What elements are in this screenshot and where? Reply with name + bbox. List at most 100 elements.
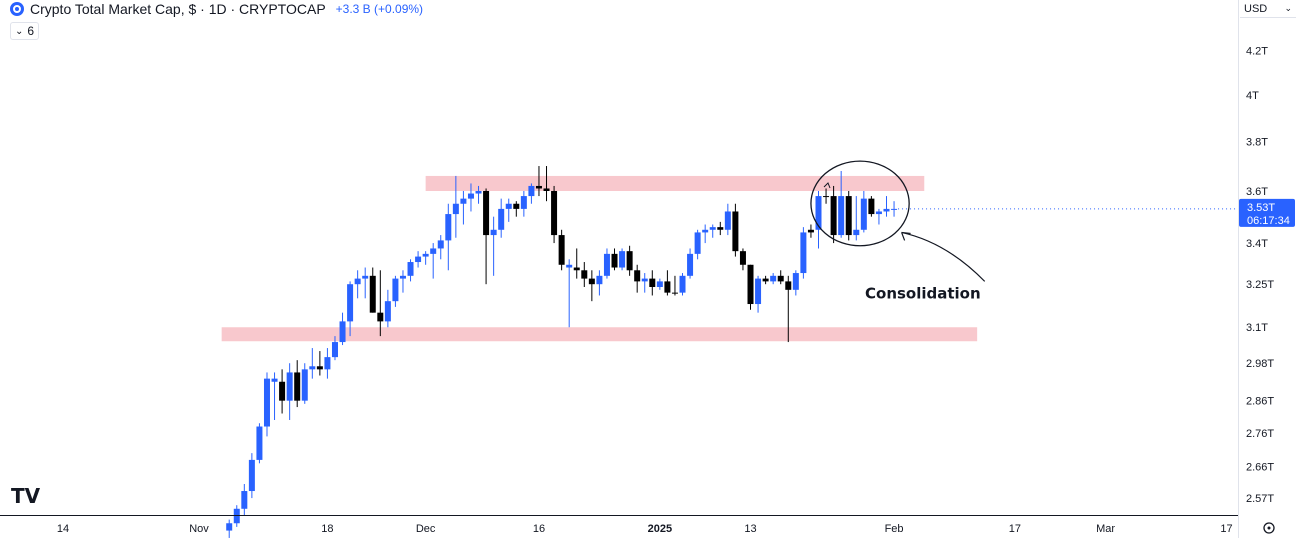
candle-body[interactable] [732,211,739,252]
candle-body[interactable] [331,342,338,358]
candle-body[interactable] [324,357,331,370]
candle-body[interactable] [354,278,361,285]
candle-body[interactable] [551,191,558,236]
candle-body[interactable] [875,211,882,215]
candle-body[interactable] [611,253,618,268]
candle-body[interactable] [490,229,497,236]
candle-body[interactable] [596,275,603,285]
currency-selector[interactable]: USD ⌄ [1240,0,1296,18]
candle-body[interactable] [785,281,792,290]
candle-body[interactable] [483,191,490,236]
candle-body[interactable] [588,278,595,285]
candle-body[interactable] [664,281,671,293]
candle-body[interactable] [535,185,542,189]
candle-body[interactable] [301,369,308,401]
candle-body[interactable] [445,214,452,241]
candle-body[interactable] [392,278,399,302]
candle-body[interactable] [520,196,527,209]
candle-body[interactable] [755,278,762,305]
candle-body[interactable] [853,229,860,236]
candle-body[interactable] [702,229,709,233]
candle-body[interactable] [770,275,777,282]
candle-body[interactable] [800,232,807,274]
indicators-toggle-button[interactable]: ⌄ 6 [10,22,40,40]
candle-body[interactable] [694,232,701,254]
candle-body[interactable] [823,196,830,198]
cryptocap-logo-icon [10,2,24,16]
candle-body[interactable] [384,301,391,322]
candle-body[interactable] [316,366,323,370]
candle-body[interactable] [256,426,263,460]
candle-body[interactable] [475,191,482,194]
candle-body[interactable] [845,196,852,236]
candle-body[interactable] [226,523,233,531]
candle-body[interactable] [891,208,898,210]
candle-body[interactable] [407,262,414,276]
candle-body[interactable] [739,251,746,265]
candle-body[interactable] [248,459,255,492]
candle-body[interactable] [233,508,240,524]
candle-body[interactable] [717,227,724,230]
candle-body[interactable] [369,275,376,313]
candle-body[interactable] [399,275,406,279]
candle-body[interactable] [309,366,316,370]
candle-body[interactable] [860,198,867,230]
candle-body[interactable] [543,188,550,191]
candle-body[interactable] [362,275,369,279]
candle-body[interactable] [724,211,731,230]
candle-body[interactable] [649,278,656,287]
candle-body[interactable] [603,253,610,276]
candle-body[interactable] [415,256,422,263]
candle-body[interactable] [626,251,633,271]
symbol-title[interactable]: Crypto Total Market Cap, $ · 1D · CRYPTO… [30,1,326,17]
annotation-arrow[interactable] [901,231,986,282]
candle-body[interactable] [558,235,565,265]
candle-body[interactable] [830,196,837,236]
candle-body[interactable] [573,267,580,271]
candle-body[interactable] [513,203,520,209]
candle-body[interactable] [807,229,814,233]
settings-gear-icon[interactable] [1263,522,1275,534]
candle-body[interactable] [619,251,626,268]
candle-body[interactable] [241,491,248,509]
candle-body[interactable] [762,278,769,282]
candle-body[interactable] [634,270,641,282]
candle-body[interactable] [641,278,648,282]
candle-body[interactable] [747,264,754,305]
candle-body[interactable] [498,208,505,230]
candle-body[interactable] [339,321,346,343]
time-tick-label: 13 [744,523,756,535]
candle-body[interactable] [377,312,384,322]
candle-body[interactable] [687,253,694,276]
candle-body[interactable] [263,378,270,427]
consolidation-ellipse[interactable] [810,160,910,247]
candle-body[interactable] [347,284,354,322]
candle-body[interactable] [279,381,286,401]
candle-body[interactable] [777,275,784,282]
candle-body[interactable] [868,198,875,215]
candle-body[interactable] [286,372,293,401]
candle-body[interactable] [656,281,663,287]
candle-body[interactable] [815,196,822,230]
candle-body[interactable] [271,378,278,382]
candle-body[interactable] [792,273,799,290]
zone-rect[interactable] [425,175,925,191]
candle-body[interactable] [430,248,437,254]
candle-body[interactable] [883,208,890,212]
candle-body[interactable] [437,240,444,249]
candle-body[interactable] [460,198,467,204]
candle-body[interactable] [679,275,686,293]
candle-body[interactable] [467,193,474,199]
candle-body[interactable] [671,292,678,294]
current-price-tag[interactable] [1239,198,1295,227]
candle-body[interactable] [422,253,429,257]
candle-body[interactable] [294,372,301,401]
candle-body[interactable] [528,185,535,197]
candle-body[interactable] [709,227,716,230]
candle-body[interactable] [566,264,573,268]
candle-body[interactable] [581,270,588,279]
candle-body[interactable] [452,203,459,215]
candle-body[interactable] [505,203,512,209]
candle-body[interactable] [838,196,845,236]
